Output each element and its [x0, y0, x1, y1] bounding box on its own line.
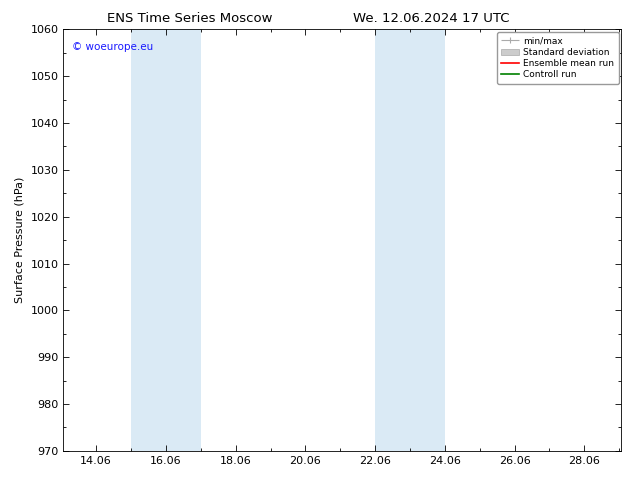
Y-axis label: Surface Pressure (hPa): Surface Pressure (hPa) — [15, 177, 25, 303]
Text: ENS Time Series Moscow: ENS Time Series Moscow — [107, 12, 273, 25]
Text: We. 12.06.2024 17 UTC: We. 12.06.2024 17 UTC — [353, 12, 509, 25]
Legend: min/max, Standard deviation, Ensemble mean run, Controll run: min/max, Standard deviation, Ensemble me… — [497, 32, 619, 84]
Bar — [131, 29, 201, 451]
Text: © woeurope.eu: © woeurope.eu — [72, 42, 153, 52]
Bar — [375, 29, 445, 451]
